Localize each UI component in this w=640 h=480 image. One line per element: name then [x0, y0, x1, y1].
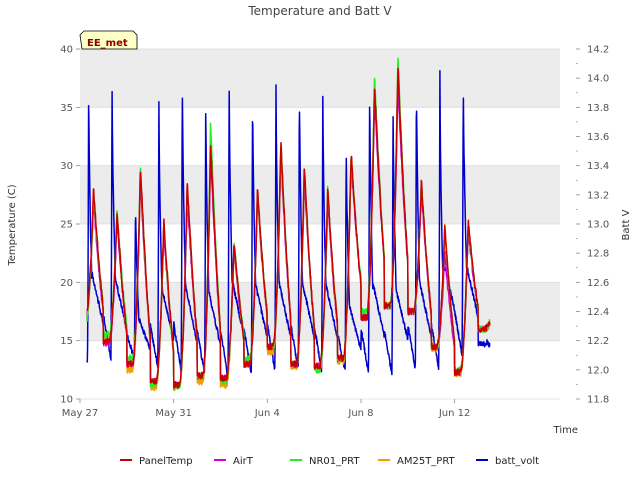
y2-tick-label: 12.6: [587, 278, 609, 289]
x-tick-label: May 31: [155, 408, 192, 419]
y2-tick-label: 13.2: [587, 190, 609, 201]
y-tick-label: 10: [60, 395, 73, 406]
y-tick-label: 35: [60, 103, 73, 114]
y2-tick-label: 13.4: [587, 161, 609, 172]
x-tick-label: Jun 4: [254, 408, 280, 419]
y2-tick-label: 13.0: [587, 220, 609, 231]
y-tick-label: 20: [60, 278, 73, 289]
x-tick-label: Jun 12: [438, 408, 471, 419]
legend-label-airt: AirT: [233, 456, 254, 467]
legend-label-batt-volt: batt_volt: [495, 456, 539, 467]
legend-label-paneltemp: PanelTemp: [139, 456, 193, 467]
y2-tick-label: 12.0: [587, 365, 609, 376]
y2-axis-title: Batt V: [621, 209, 632, 240]
y-tick-label: 30: [60, 161, 73, 172]
series-line-paneltemp: [86, 67, 491, 389]
y2-tick-label: 14.2: [587, 45, 609, 56]
y2-tick-label: 12.2: [587, 336, 609, 347]
y2-tick-label: 11.8: [587, 395, 609, 406]
legend-label-nr01-prt: NR01_PRT: [309, 456, 360, 467]
badge-shape: [79, 30, 138, 50]
x-axis-title: Time: [553, 425, 578, 436]
badge-label: EE_met: [87, 38, 128, 49]
x-tick-label: May 27: [62, 408, 99, 419]
y-tick-label: 25: [60, 220, 73, 231]
y2-tick-label: 13.8: [587, 103, 609, 114]
background-band: [80, 49, 560, 108]
background-band: [80, 165, 560, 224]
y2-tick-label: 12.4: [587, 307, 609, 318]
y2-tick-label: 12.8: [587, 249, 609, 260]
y2-tick-label: 14.0: [587, 74, 609, 85]
series-line-batt-volt: [86, 70, 491, 380]
chart-title: Temperature and Batt V: [247, 4, 392, 18]
y-axis-title: Temperature (C): [7, 184, 18, 266]
y-tick-label: 40: [60, 45, 73, 56]
x-tick-label: Jun 8: [347, 408, 373, 419]
legend-label-am25t-prt: AM25T_PRT: [397, 456, 456, 467]
y-tick-label: 15: [60, 336, 73, 347]
station-badge: EE_met: [79, 30, 138, 50]
y2-tick-label: 13.6: [587, 132, 609, 143]
